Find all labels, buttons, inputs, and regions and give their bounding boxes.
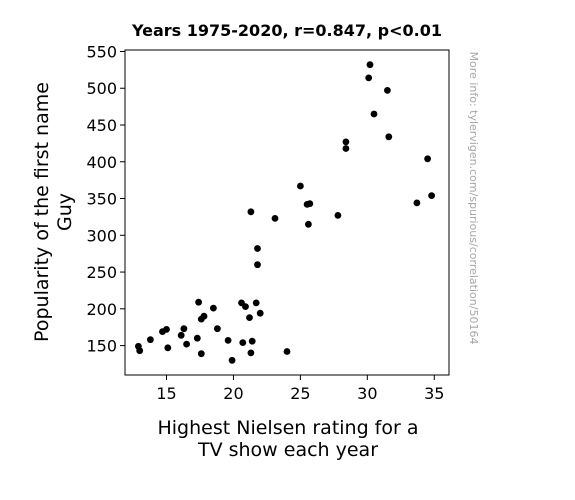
y-tick-label: 250 <box>86 263 117 282</box>
data-point-3 <box>147 336 154 344</box>
data-point-15 <box>210 304 217 312</box>
data-point-27 <box>254 245 261 252</box>
data-point-22 <box>246 314 253 321</box>
y-tick-label: 300 <box>86 226 117 245</box>
data-point-21 <box>242 303 249 310</box>
data-point-45 <box>424 155 431 163</box>
data-point-13 <box>197 350 205 358</box>
data-points <box>135 61 435 364</box>
watermark-text: More info: tylervigen.com/spurious/corre… <box>467 52 480 345</box>
data-point-6 <box>164 344 172 352</box>
x-axis-label-line-2: TV show each year <box>197 439 378 461</box>
data-point-43 <box>385 133 393 141</box>
y-tick-label: 200 <box>86 300 117 319</box>
data-point-25 <box>248 337 256 345</box>
x-tick-label: 20 <box>223 384 243 403</box>
y-axis-label-line-2: Guy <box>54 193 76 231</box>
data-point-11 <box>195 298 203 306</box>
data-point-9 <box>183 340 191 348</box>
x-axis-label-line-1: Highest Nielsen rating for a <box>157 417 418 439</box>
data-point-32 <box>297 182 304 190</box>
data-point-36 <box>334 212 342 219</box>
data-point-18 <box>228 356 236 364</box>
y-tick-label: 550 <box>86 42 117 61</box>
chart-title: Years 1975-2020, r=0.847, p<0.01 <box>131 21 442 40</box>
data-point-40 <box>366 61 374 69</box>
data-point-16 <box>214 325 221 333</box>
data-point-39 <box>365 74 373 82</box>
y-tick-label: 500 <box>86 79 117 98</box>
y-axis-label-line-1: Popularity of the first name <box>31 82 53 342</box>
data-point-5 <box>163 326 170 333</box>
data-point-35 <box>305 220 312 228</box>
data-point-34 <box>306 200 314 208</box>
x-tick-label: 25 <box>290 384 310 403</box>
data-point-41 <box>370 110 378 118</box>
y-tick-label: 400 <box>86 153 117 172</box>
data-point-28 <box>254 261 261 269</box>
y-tick-label: 350 <box>86 190 117 209</box>
data-point-29 <box>256 309 264 317</box>
x-tick-label: 35 <box>424 384 444 403</box>
data-point-37 <box>342 138 350 146</box>
data-point-2 <box>136 347 144 355</box>
data-point-30 <box>271 215 279 222</box>
data-point-31 <box>283 348 291 355</box>
data-point-44 <box>413 199 421 207</box>
plot-frame <box>124 49 450 376</box>
data-point-23 <box>247 349 255 357</box>
data-point-46 <box>428 192 435 200</box>
data-point-8 <box>180 325 188 333</box>
data-point-26 <box>252 299 260 307</box>
y-tick-label: 150 <box>86 337 117 356</box>
data-point-38 <box>342 145 350 152</box>
x-tick-label: 15 <box>156 384 176 403</box>
axis-ticks: 15 20 25 30 35 150 200 250 300 350 400 450 500 550 <box>86 42 444 403</box>
x-tick-label: 30 <box>357 384 377 403</box>
data-point-7 <box>177 331 185 339</box>
data-point-24 <box>247 208 255 216</box>
data-point-17 <box>224 337 232 344</box>
data-point-10 <box>193 334 201 342</box>
data-point-14 <box>200 312 208 320</box>
y-tick-label: 450 <box>86 116 117 135</box>
data-point-20 <box>239 339 247 346</box>
data-point-42 <box>384 87 391 94</box>
